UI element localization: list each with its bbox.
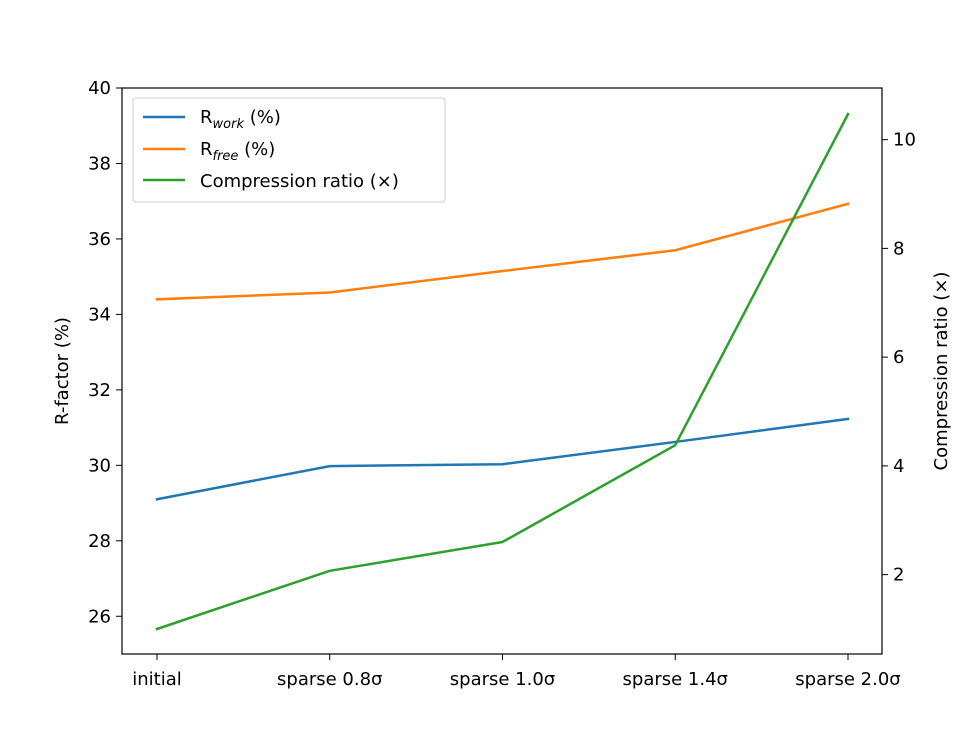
series-line-rwork: [155, 417, 850, 501]
x-tick-label: sparse 2.0σ: [795, 669, 900, 690]
right-axis-label: Compression ratio (×): [931, 272, 952, 471]
legend-entry-rwork: Rwork (%): [143, 107, 281, 132]
left-y-tick-label: 34: [88, 304, 111, 325]
left-y-tick-label: 30: [88, 455, 111, 476]
left-y-tick-label: 36: [88, 229, 111, 250]
left-axis-label: R-factor (%): [52, 317, 73, 425]
left-y-tick-label: 40: [88, 78, 111, 99]
right-y-tick-label: 8: [893, 238, 904, 259]
series-line-compression: [155, 112, 850, 631]
left-y-tick-label: 28: [88, 531, 111, 552]
left-y-tick-label: 32: [88, 380, 111, 401]
right-y-tick-label: 10: [893, 130, 916, 151]
legend-label-rwork: R: [200, 107, 213, 128]
x-tick-label: sparse 1.0σ: [450, 669, 555, 690]
x-axis: initial sparse 0.8σ sparse 1.0σ sparse 1.4σ…: [132, 654, 901, 690]
x-tick-label: sparse 1.4σ: [623, 669, 728, 690]
legend-label-rfree: R: [200, 139, 213, 160]
right-y-tick-label: 4: [893, 456, 904, 477]
series-layer: [155, 112, 850, 631]
right-y-axis: 2 4 6 8 10: [882, 130, 916, 586]
left-y-tick-label: 26: [88, 606, 111, 627]
right-y-tick-label: 6: [893, 347, 904, 368]
right-y-tick-label: 2: [893, 565, 904, 586]
left-y-tick-label: 38: [88, 153, 111, 174]
x-tick-label: initial: [132, 669, 182, 690]
svg-text:Rwork (%): Rwork (%): [200, 107, 281, 132]
x-tick-label: sparse 0.8σ: [277, 669, 382, 690]
legend-entry-rfree: Rfree (%): [143, 139, 275, 164]
left-y-axis: 26 28 30 32 34 36 38 40: [88, 78, 122, 627]
legend: Rwork (%) Rfree (%) Compression ratio (×…: [132, 97, 446, 203]
legend-label-compression: Compression ratio (×): [200, 171, 399, 192]
legend-box: [132, 97, 446, 203]
series-line-rfree: [155, 202, 850, 301]
legend-entry-compression: Compression ratio (×): [143, 171, 399, 192]
svg-text:Rfree (%): Rfree (%): [200, 139, 275, 164]
